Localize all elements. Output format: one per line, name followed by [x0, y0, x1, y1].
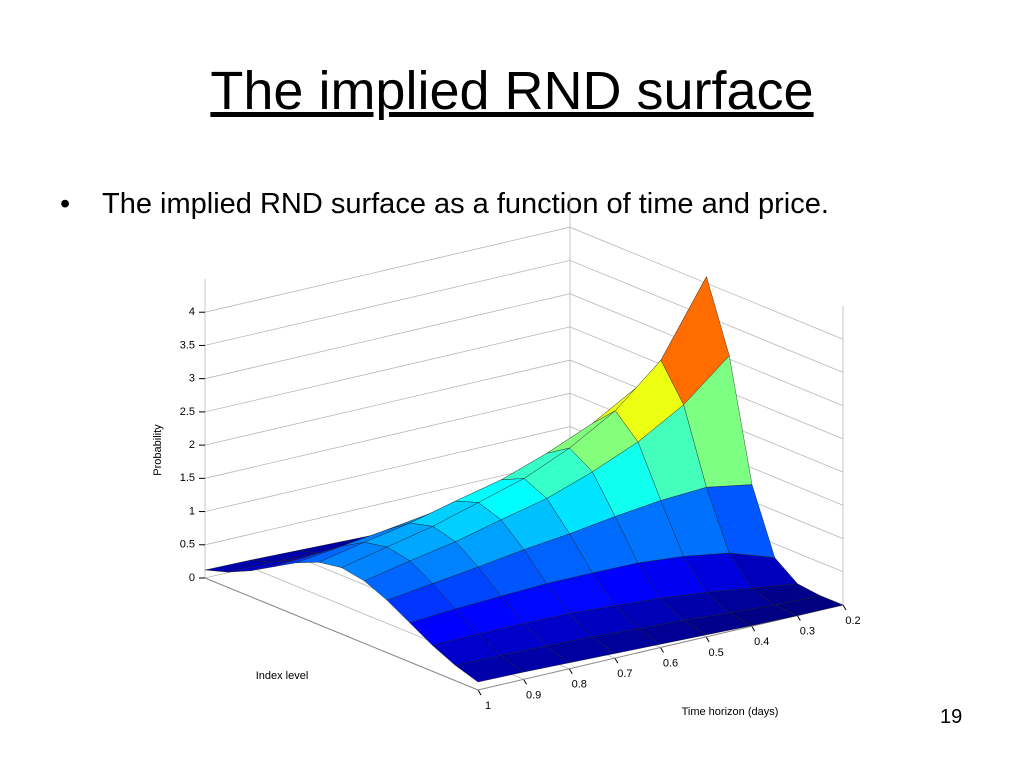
- z-axis-label: Probability: [152, 424, 164, 476]
- x-tick-label: 0.4: [754, 636, 769, 648]
- x-tick: [523, 679, 528, 685]
- grid-line: [204, 326, 844, 440]
- z-tick-label: 2.5: [180, 406, 195, 418]
- x-tick-label: 0.7: [617, 668, 632, 680]
- y-axis-label: Index level: [256, 670, 309, 682]
- grid-line: [204, 259, 844, 373]
- x-axis-label: Time horizon (days): [682, 706, 779, 718]
- z-tick-label: 1: [189, 505, 195, 517]
- x-tick: [568, 668, 573, 675]
- z-tick-label: 4: [189, 306, 195, 318]
- z-tick-label: 3: [189, 373, 195, 385]
- z-tick-label: 1.5: [180, 472, 195, 484]
- z-tick-label: 0: [189, 572, 195, 584]
- bullet: • The implied RND surface as a function o…: [60, 188, 829, 220]
- z-tick-label: 3.5: [180, 339, 195, 351]
- x-tick-label: 0.6: [663, 657, 678, 669]
- x-tick: [477, 689, 482, 696]
- grid-line: [204, 293, 844, 407]
- bullet-text: The implied RND surface as a function of…: [102, 188, 829, 220]
- x-tick-label: 0.8: [572, 679, 587, 691]
- x-tick-label: 0.2: [845, 615, 860, 627]
- grid-line: [204, 392, 844, 506]
- z-tick-label: 0.5: [180, 539, 195, 551]
- x-tick: [842, 604, 847, 611]
- x-tick: [705, 636, 710, 643]
- x-tick-label: 0.3: [800, 626, 815, 638]
- x-tick: [660, 647, 664, 653]
- z-tick-label: 2: [189, 439, 195, 451]
- x-tick: [796, 615, 801, 621]
- page-number: 19: [940, 706, 963, 728]
- x-tick-label: 0.5: [708, 647, 723, 659]
- grid-line: [204, 359, 844, 473]
- x-tick: [614, 657, 619, 664]
- axis-line: [204, 577, 844, 691]
- slide-title: The implied RND surface: [210, 61, 814, 121]
- x-tick-label: 0.9: [526, 689, 541, 701]
- x-tick: [751, 625, 756, 632]
- x-tick-label: 1: [485, 700, 491, 712]
- surface-cell: [454, 655, 525, 683]
- grid-line: [204, 226, 844, 340]
